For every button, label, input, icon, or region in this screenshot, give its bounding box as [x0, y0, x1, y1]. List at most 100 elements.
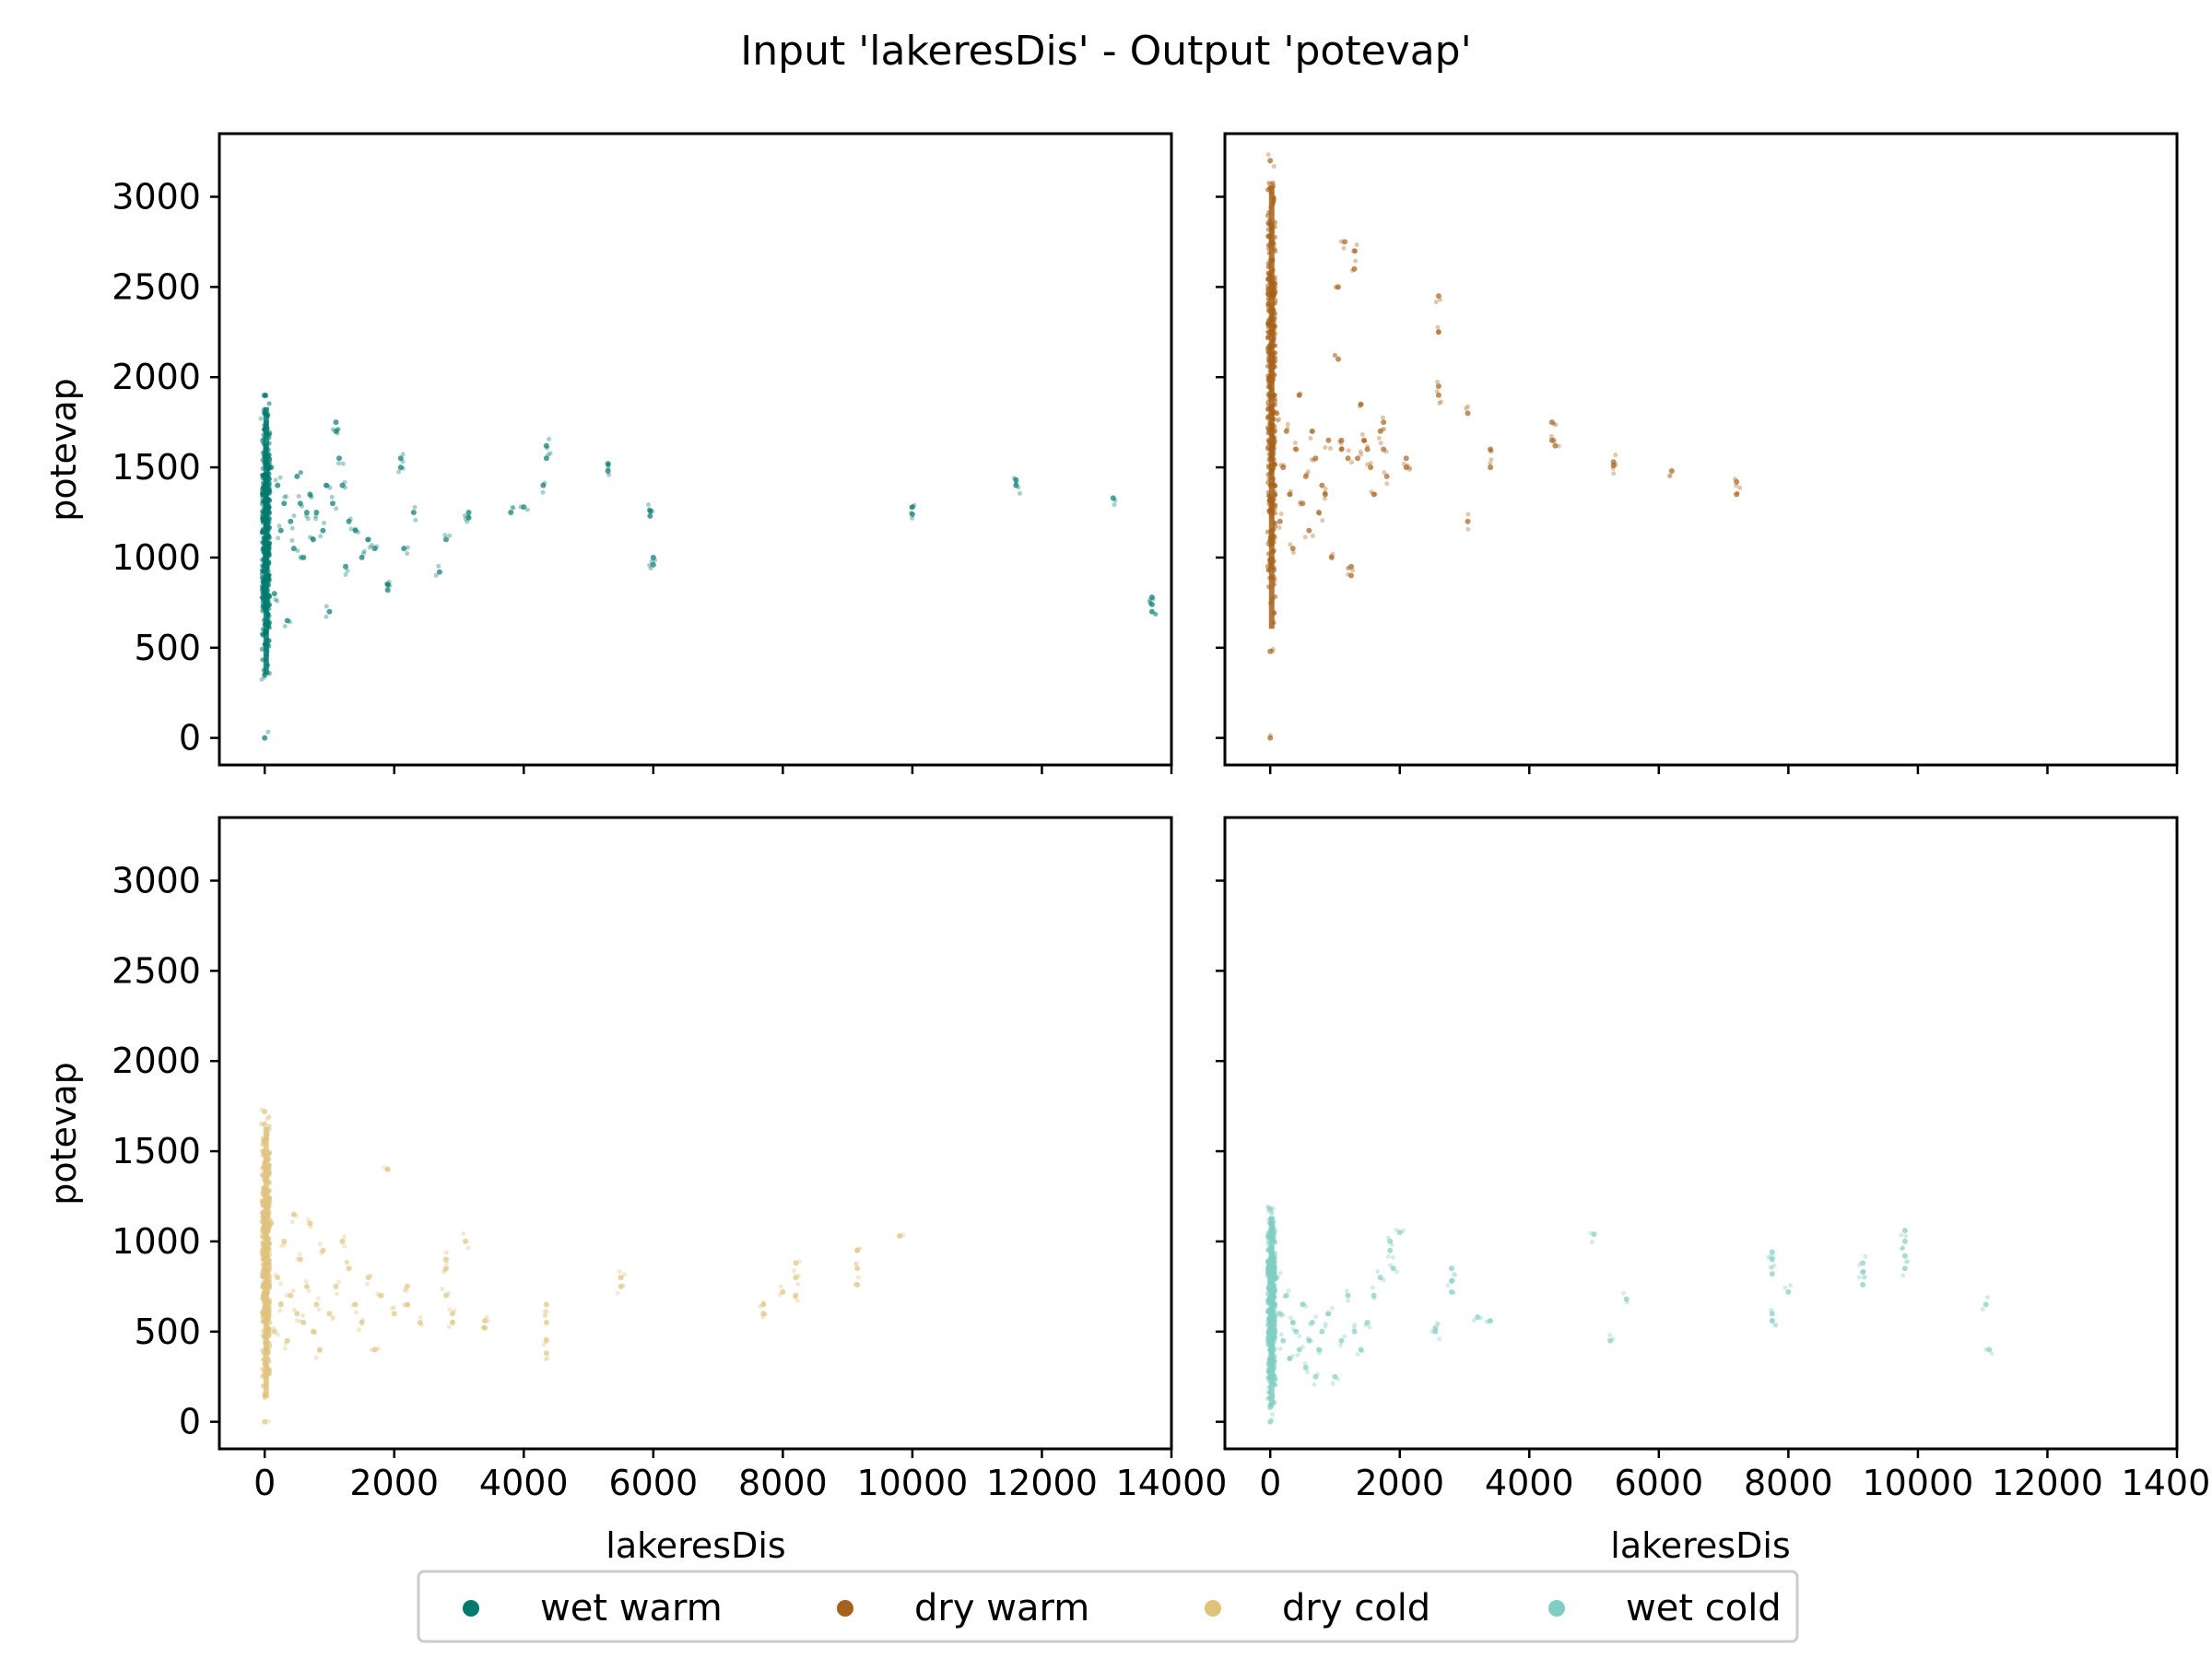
data-point	[1465, 518, 1471, 524]
data-point	[547, 451, 553, 456]
data-point	[1265, 152, 1271, 158]
data-point	[335, 430, 340, 436]
data-point	[329, 494, 335, 500]
data-point	[1323, 486, 1328, 491]
y-axis-label-bottom: potevap	[43, 1062, 84, 1206]
data-point	[853, 1281, 858, 1287]
data-point	[1278, 511, 1284, 516]
data-point	[1310, 533, 1315, 538]
data-point	[1270, 649, 1276, 654]
legend-label-wet-warm: wet warm	[540, 1587, 723, 1630]
data-point	[289, 525, 295, 531]
data-point	[1338, 437, 1345, 443]
data-point	[1341, 245, 1347, 251]
data-point	[793, 1260, 799, 1266]
data-point	[1309, 428, 1315, 434]
data-point	[1269, 1411, 1275, 1417]
data-point	[1296, 393, 1301, 398]
data-point	[404, 1288, 409, 1294]
data-point	[1286, 1288, 1291, 1293]
data-point	[376, 1346, 382, 1351]
data-point	[540, 482, 547, 488]
data-point	[1437, 1336, 1442, 1342]
data-point	[260, 1121, 265, 1126]
y-axis-label-top: potevap	[43, 378, 84, 522]
data-point	[1306, 1337, 1312, 1344]
data-point	[910, 515, 915, 521]
data-point	[378, 1292, 384, 1299]
data-point	[1355, 455, 1361, 462]
data-point	[1150, 596, 1156, 602]
data-point	[1290, 1353, 1296, 1359]
data-point	[1351, 1325, 1357, 1331]
x-tick-label: 6000	[608, 1463, 698, 1503]
data-point	[1270, 646, 1276, 652]
data-point	[365, 1275, 371, 1281]
data-point	[386, 579, 392, 584]
data-point	[1478, 1315, 1484, 1321]
data-point	[324, 604, 329, 609]
data-point	[313, 1301, 320, 1308]
data-point	[544, 1310, 549, 1315]
data-point	[1288, 488, 1293, 494]
data-point	[1359, 431, 1365, 437]
series-wet-cold	[1265, 1205, 1994, 1425]
data-point	[1862, 1275, 1867, 1280]
data-point	[1267, 648, 1274, 654]
data-point	[854, 1247, 860, 1253]
data-point	[1293, 446, 1300, 453]
data-point	[1734, 478, 1740, 485]
data-point	[542, 480, 547, 486]
x-tick-label: 12000	[986, 1463, 1098, 1503]
data-point	[646, 502, 652, 508]
data-point	[1375, 1269, 1381, 1275]
data-point	[344, 1260, 349, 1265]
data-point	[1772, 1322, 1778, 1327]
data-point	[1267, 1220, 1274, 1227]
data-point	[1272, 1274, 1277, 1279]
data-point	[1548, 437, 1555, 443]
subplot-wet-cold: 0 2000 4000 6000 8000 10000 12000 14000	[1216, 816, 2212, 1503]
data-point	[1267, 1404, 1274, 1410]
data-band	[1268, 1216, 1275, 1406]
data-point	[1300, 500, 1306, 507]
data-point	[275, 1275, 281, 1281]
data-point	[359, 1320, 365, 1325]
data-point	[300, 554, 307, 560]
data-point	[305, 516, 311, 522]
data-point	[401, 465, 406, 471]
data-point	[1293, 1328, 1300, 1335]
data-point	[1266, 181, 1272, 186]
data-point	[1435, 293, 1441, 300]
subplot-dry-warm	[1216, 132, 2179, 774]
data-point	[1407, 465, 1413, 471]
data-point	[1382, 427, 1387, 432]
data-point	[508, 510, 514, 515]
data-point	[1380, 427, 1385, 432]
data-point	[406, 1302, 411, 1308]
data-point	[436, 569, 442, 575]
data-point	[1267, 735, 1274, 741]
data-point	[400, 452, 406, 457]
data-point	[1305, 469, 1311, 475]
data-point	[273, 477, 278, 483]
data-point	[1316, 1350, 1322, 1356]
data-point	[1335, 356, 1341, 362]
data-point	[258, 1122, 264, 1127]
data-point	[276, 524, 282, 529]
data-point	[646, 507, 652, 512]
data-point	[1769, 1256, 1775, 1263]
data-point	[1488, 448, 1493, 453]
data-point	[1856, 1275, 1862, 1280]
data-point	[350, 1302, 356, 1308]
data-point	[262, 1392, 268, 1398]
data-point	[1772, 1323, 1778, 1328]
data-point	[449, 1320, 455, 1325]
data-point	[1147, 601, 1153, 606]
data-point	[606, 472, 612, 477]
data-point	[308, 1224, 313, 1230]
data-point	[1335, 1376, 1341, 1382]
data-point	[1277, 1311, 1283, 1317]
data-point	[1013, 477, 1019, 483]
